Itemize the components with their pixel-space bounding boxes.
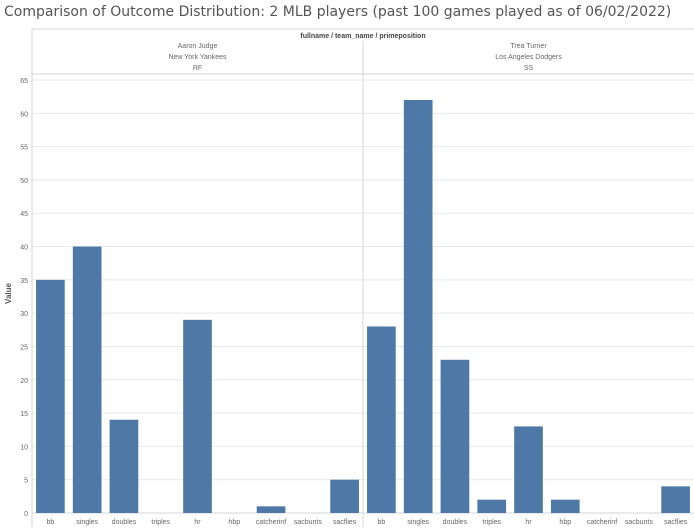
y-tick-label: 15 (20, 411, 28, 418)
bar-hr (183, 319, 212, 513)
x-tick-label: triples (151, 519, 170, 526)
panel-team-name: Los Angeles Dodgers (495, 54, 562, 61)
bar-sacflies (661, 486, 690, 513)
y-tick-label: 20 (20, 378, 28, 385)
x-tick-label: doubles (112, 519, 137, 526)
bar-hbp (550, 499, 580, 513)
panel-primeposition: RF (193, 65, 202, 72)
x-tick-label: catcherinf (256, 519, 286, 526)
bar-triples (477, 499, 507, 513)
bar-singles (72, 246, 102, 514)
chart-title: Comparison of Outcome Distribution: 2 ML… (4, 4, 672, 20)
x-tick-label: bb (46, 519, 54, 526)
y-tick-label: 50 (20, 178, 28, 185)
bar-sacflies (330, 479, 359, 513)
bar-singles (403, 99, 433, 513)
x-tick-label: triples (482, 519, 501, 526)
y-tick-label: 0 (24, 511, 28, 518)
y-tick-label: 30 (20, 311, 28, 318)
x-tick-label: bb (377, 519, 385, 526)
y-tick-label: 55 (20, 145, 28, 152)
panel-team-name: New York Yankees (168, 54, 227, 61)
bar-doubles (109, 419, 139, 513)
y-tick-label: 65 (20, 78, 28, 85)
x-tick-label: singles (407, 519, 429, 526)
y-tick-label: 40 (20, 245, 28, 252)
x-tick-label: catcherinf (587, 519, 617, 526)
x-tick-label: sacbunts (294, 519, 323, 526)
x-tick-label: hbp (228, 519, 240, 526)
x-tick-label: sacflies (664, 519, 688, 526)
x-tick-label: sacbunts (625, 519, 654, 526)
y-axis-title: Value (4, 283, 13, 304)
x-tick-label: doubles (443, 519, 468, 526)
panel-fullname: Trea Turner (510, 43, 547, 50)
bar-bb (367, 326, 396, 513)
x-tick-label: hr (194, 519, 201, 526)
x-tick-label: hr (525, 519, 532, 526)
bar-catcherinf (256, 506, 286, 513)
x-tick-label: sacflies (333, 519, 357, 526)
y-tick-label: 35 (20, 278, 28, 285)
x-tick-label: singles (76, 519, 98, 526)
y-tick-label: 60 (20, 111, 28, 118)
bar-hr (514, 426, 543, 513)
bar-doubles (440, 359, 470, 513)
y-tick-label: 25 (20, 344, 28, 351)
header-label: fullname / team_name / primeposition (300, 33, 425, 40)
y-tick-label: 5 (24, 478, 28, 485)
bar-bb (36, 279, 65, 513)
y-tick-label: 10 (20, 444, 28, 451)
panel-primeposition: SS (524, 65, 534, 72)
x-tick-label: hbp (559, 519, 571, 526)
panel-fullname: Aaron Judge (178, 43, 218, 50)
y-tick-label: 45 (20, 211, 28, 218)
